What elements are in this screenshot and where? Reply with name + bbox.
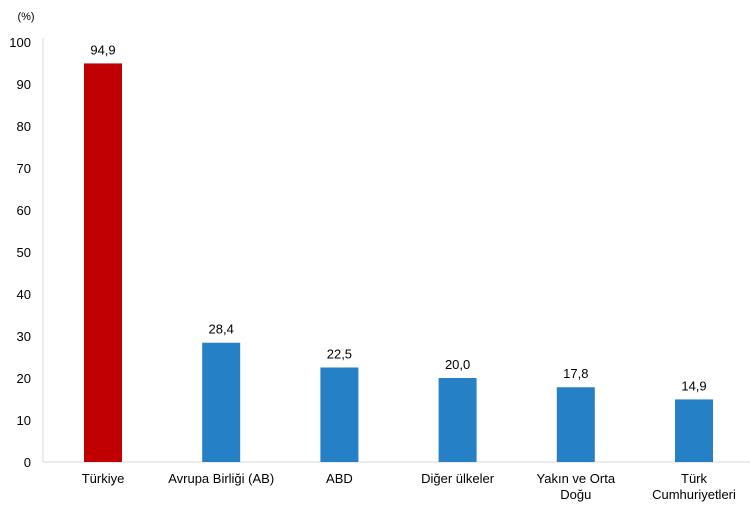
y-tick-label: 30 <box>17 329 31 344</box>
data-label: 22,5 <box>327 347 352 362</box>
data-label: 17,8 <box>563 366 588 381</box>
y-tick-label: 90 <box>17 77 31 92</box>
y-tick-label: 40 <box>17 287 31 302</box>
y-tick-label: 60 <box>17 203 31 218</box>
x-tick-label: Diğer ülkeler <box>421 471 495 486</box>
data-label: 20,0 <box>445 357 470 372</box>
x-tick-label: Türk <box>681 471 708 486</box>
y-tick-label: 80 <box>17 119 31 134</box>
y-axis-unit-label: (%) <box>17 11 34 23</box>
x-tick-label: Doğu <box>560 487 591 502</box>
bar <box>84 63 122 463</box>
x-tick-label: Türkiye <box>82 471 125 486</box>
bar <box>202 342 241 462</box>
x-tick-label: Yakın ve Orta <box>537 471 616 486</box>
x-tick-label: ABD <box>326 471 353 486</box>
y-tick-label: 20 <box>17 371 31 386</box>
bar <box>320 367 359 462</box>
y-tick-label: 100 <box>9 35 31 50</box>
y-tick-label: 70 <box>17 161 31 176</box>
y-tick-label: 50 <box>17 245 31 260</box>
bar <box>438 378 477 462</box>
x-tick-label: Avrupa Birliği (AB) <box>168 471 274 486</box>
data-label: 28,4 <box>209 322 234 337</box>
x-tick-label: Cumhuriyetleri <box>652 487 736 502</box>
data-label: 14,9 <box>681 378 706 393</box>
bar <box>556 387 595 462</box>
bar <box>675 399 713 462</box>
data-label: 94,9 <box>90 42 115 57</box>
y-tick-label: 10 <box>17 413 31 428</box>
y-tick-label: 0 <box>24 455 31 470</box>
